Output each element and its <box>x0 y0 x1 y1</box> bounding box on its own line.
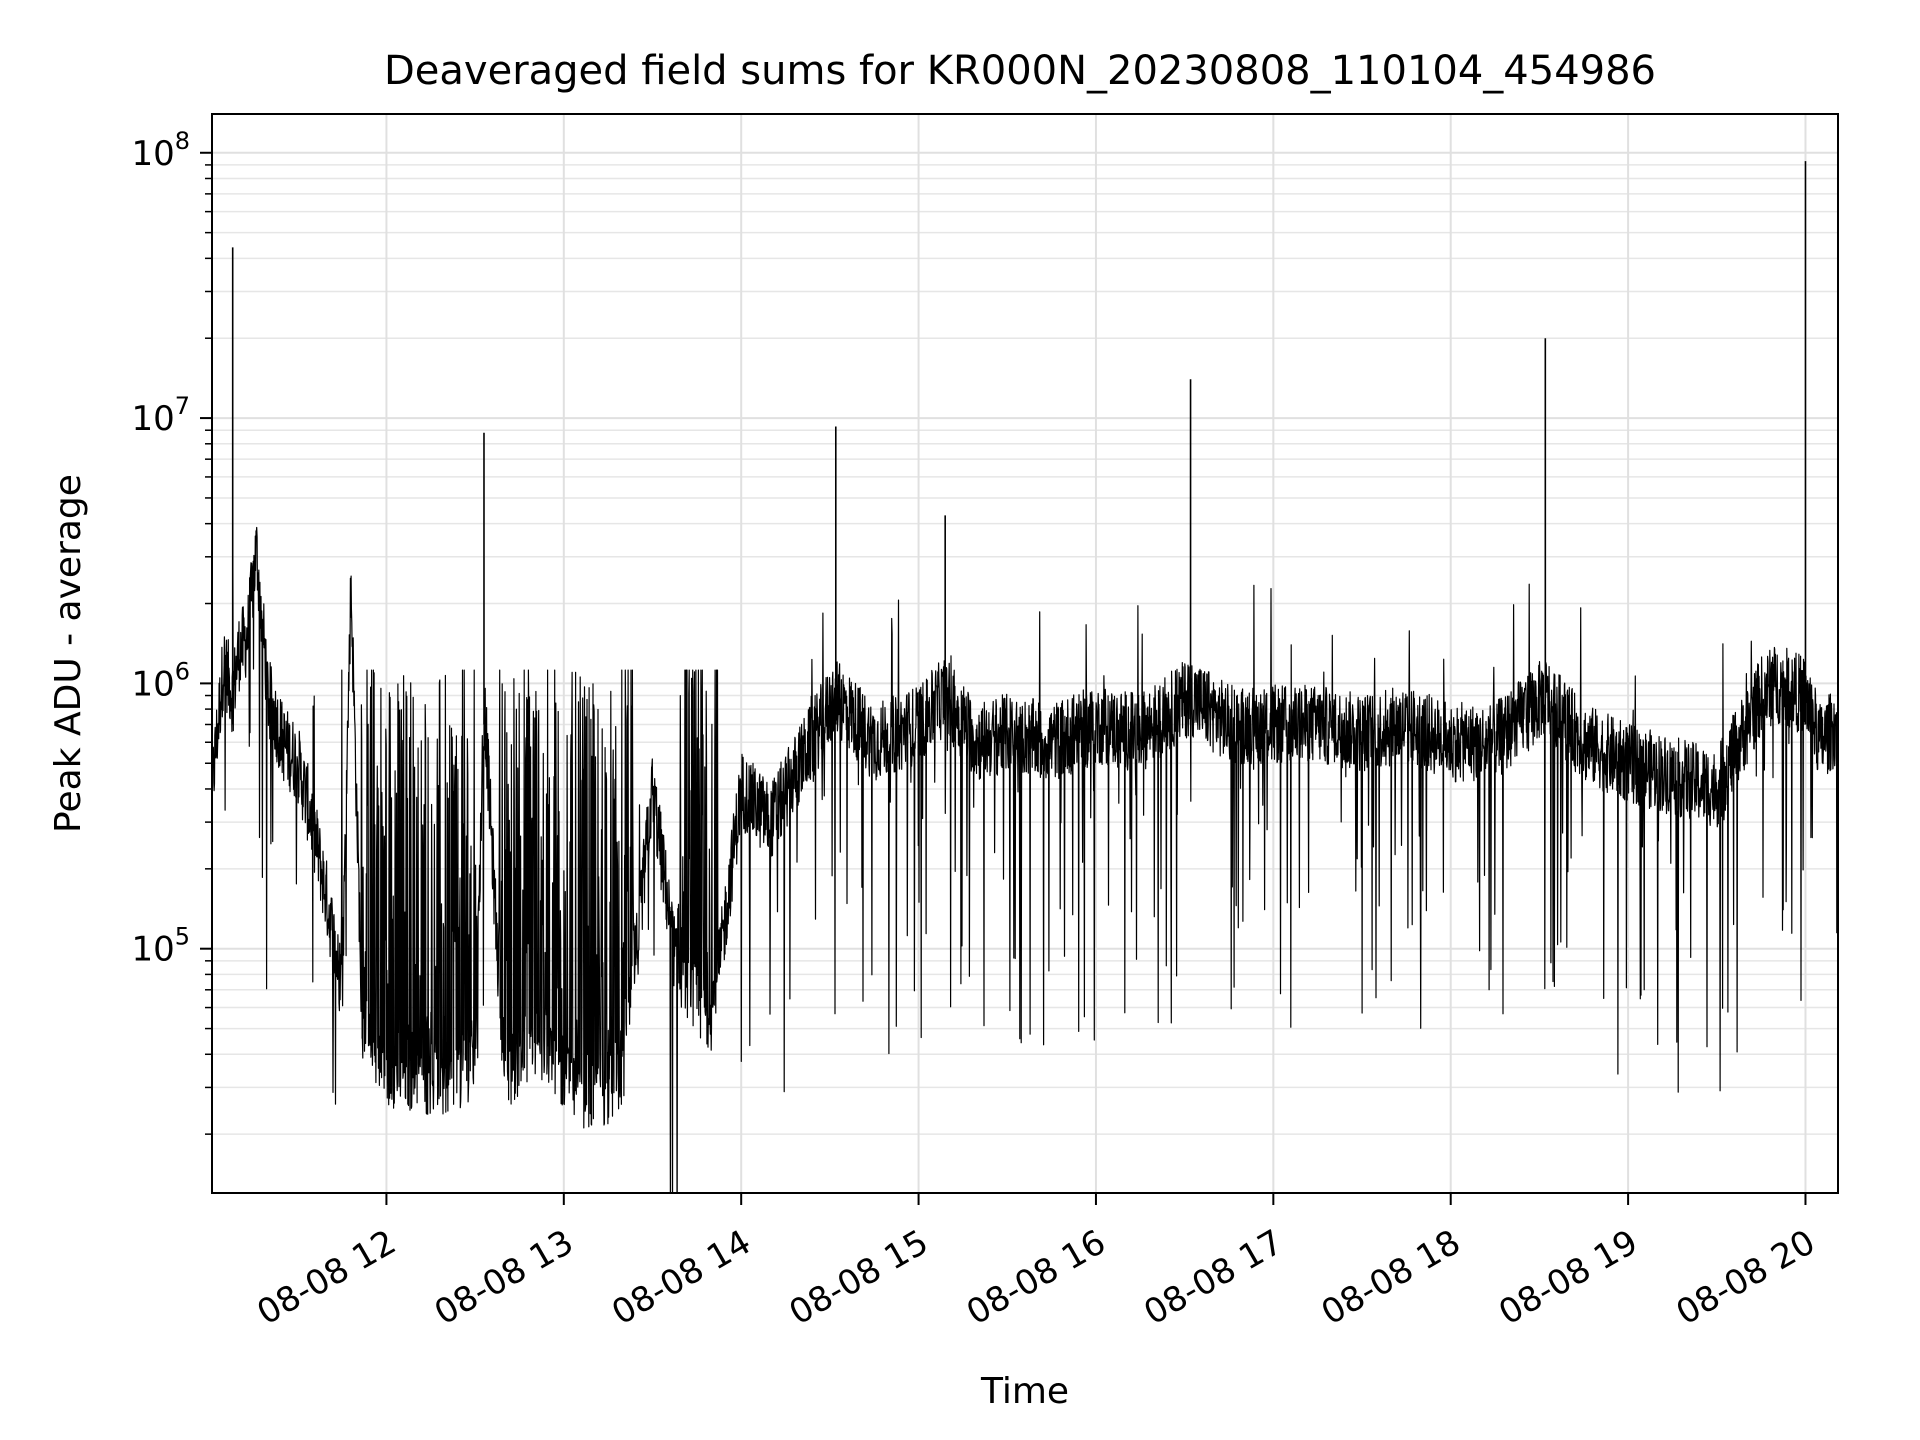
chart-title: Deaveraged field sums for KR000N_2023080… <box>384 48 1656 94</box>
y-axis-label: Peak ADU - average <box>48 474 89 833</box>
plot-frame <box>211 113 1839 1194</box>
y-tick-label: 106 <box>131 657 190 704</box>
series-line-0 <box>212 526 1838 1193</box>
y-tick-label: 107 <box>131 392 190 439</box>
x-axis-label: Time <box>980 1371 1069 1412</box>
y-axis: 105 106 107 108 <box>131 127 212 1135</box>
y-tick-label: 108 <box>131 127 190 174</box>
y-tick-label: 105 <box>131 923 190 970</box>
series-group <box>212 161 1838 1193</box>
